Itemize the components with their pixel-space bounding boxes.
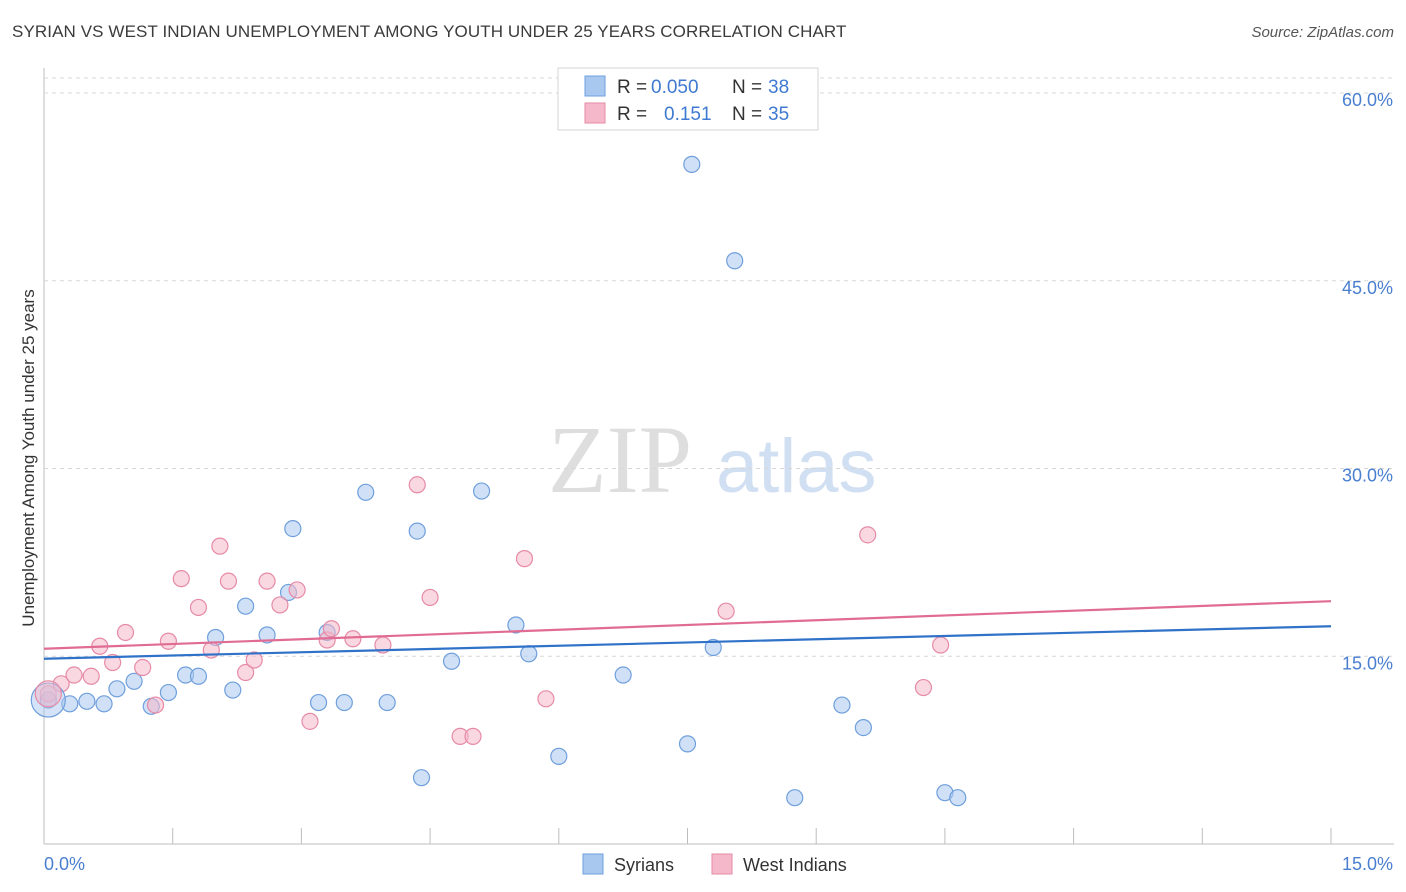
westindians-point [219,572,238,590]
westindians-point [932,636,950,654]
syrians-point [357,483,375,501]
source-label: Source: ZipAtlas.com [1251,24,1394,41]
syrians-point [125,672,143,690]
westindians-point [134,658,152,677]
westindians-point [159,632,178,650]
westindians-point [288,581,306,599]
syrians-point [854,718,872,737]
x-ticks [172,828,1332,844]
y-tick-label: 15.0% [1342,653,1393,673]
syrians-point [408,522,426,540]
syrians-point [95,695,113,713]
syrians-point [472,482,491,500]
stats-swatch-syrians [584,75,606,97]
westindians-trend-line [43,600,1332,650]
legend-swatch-syrians [582,853,604,875]
syrians-point [949,789,967,807]
stats-n-label-1: N = [732,77,767,98]
y-tick-labels: 15.0% 30.0% 45.0% 60.0% [1342,90,1393,673]
westindians-point [344,630,362,648]
syrians-point [224,681,242,699]
westindians-point [258,572,276,590]
y-tick-label: 60.0% [1342,90,1393,110]
x-tick-labels: 0.0% 15.0% [44,854,1393,874]
westindians-point [301,712,319,730]
westindians-point [211,537,229,555]
westindians-point [717,602,735,620]
syrians-point [258,626,276,644]
syrians-point [507,616,525,634]
trend-lines [43,600,1332,660]
westindians-point [515,550,534,568]
syrians-point [335,693,353,712]
stats-n-value-1: 38 [768,77,789,98]
westindians-point [104,653,122,672]
westindians-point [914,678,933,697]
westindians-point [421,588,439,607]
westindians-cluster-point [34,680,62,708]
westindians-point [859,526,877,544]
syrians-point [108,680,126,698]
syrians-point [726,252,744,270]
westindians-point [245,651,263,669]
syrians-point [412,769,431,787]
y-tick-label: 45.0% [1342,278,1393,298]
legend-label-westindians: West Indians [743,855,847,875]
westindians-point [537,690,555,708]
westindians-point [464,727,482,745]
westindians-point [322,620,341,638]
syrians-point [78,692,96,710]
syrians-point [833,696,851,714]
syrians-point [704,638,722,657]
stats-swatch-westindians [584,102,606,124]
watermark-atlas: atlas [716,424,877,509]
stats-r-label-1: R = [617,77,652,98]
westindians-point [172,570,190,588]
westindians-point [408,476,426,494]
syrians-point [378,693,396,712]
chart-title: SYRIAN VS WEST INDIAN UNEMPLOYMENT AMONG… [12,22,847,41]
stats-legend: R = 0.050 N = 38 R = 0.151 N = 35 [557,67,819,131]
watermark-zip: ZIP [548,406,692,513]
y-axis-label: Unemployment Among Youth under 25 years [19,289,38,626]
stats-r-label-2: R = [617,104,652,125]
x-tick-label: 15.0% [1342,854,1393,874]
series-legend: Syrians West Indians [582,853,847,875]
syrians-point [614,666,632,684]
syrians-point [520,645,538,663]
data-points [30,155,967,807]
syrians-point [550,747,568,765]
syrians-point [159,683,178,702]
westindians-point [116,623,135,642]
stats-n-value-2: 35 [768,104,789,125]
x-tick-label: 0.0% [44,854,85,874]
westindians-point [271,596,289,614]
y-tick-label: 30.0% [1342,466,1393,486]
syrians-point [678,735,697,753]
syrians-point [309,693,328,712]
syrians-point [284,519,302,538]
westindians-point [189,598,208,617]
stats-r-value-2: 0.151 [664,104,712,125]
westindians-point [146,696,165,714]
syrians-point [683,155,701,173]
legend-label-syrians: Syrians [614,855,674,875]
syrians-trend-line [43,625,1332,660]
westindians-point [82,667,100,685]
stats-r-value-1: 0.050 [651,77,699,98]
legend-swatch-westindians [711,853,733,875]
syrians-point [189,667,208,685]
westindians-point [237,663,255,682]
syrians-point [786,789,804,807]
stats-n-label-2: N = [732,104,767,125]
westindians-point [65,666,83,684]
syrians-point [442,652,461,670]
syrians-point [237,597,255,615]
gridlines [44,77,1394,657]
